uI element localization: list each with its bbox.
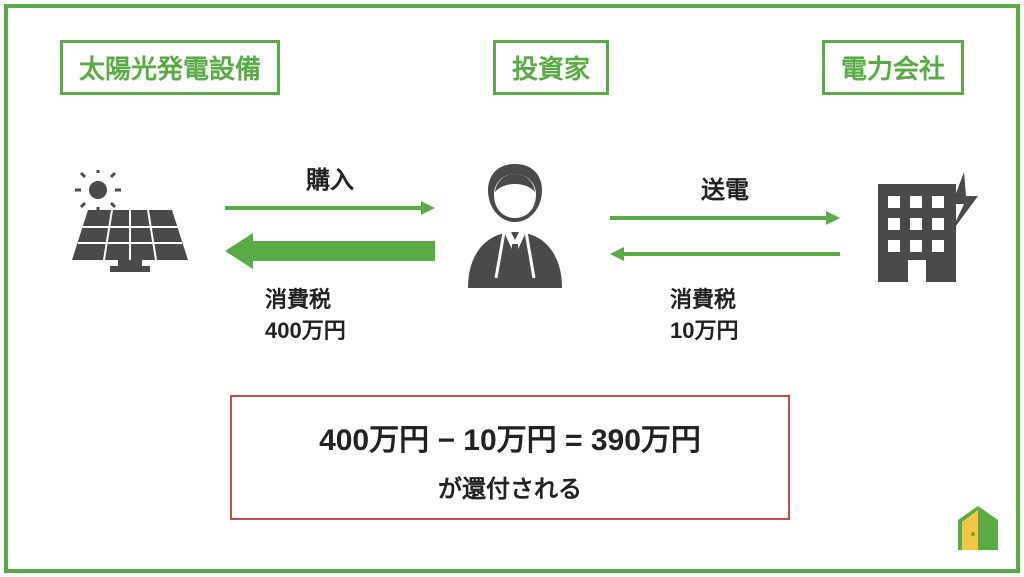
header-solar: 太陽光発電設備 — [60, 40, 280, 95]
door-logo-icon — [956, 504, 1000, 557]
solar-panel-icon — [70, 170, 190, 285]
result-equation: 400万円 − 10万円 = 390万円 — [242, 415, 778, 459]
arrow-group-purchase: 購入 — [225, 160, 435, 269]
arrow-label-purchase: 購入 — [306, 160, 354, 195]
tax-label-right: 消費税 10万円 — [670, 285, 738, 347]
tax-right-line2: 10万円 — [670, 316, 738, 347]
tax-left-line1: 消費税 — [265, 285, 346, 316]
arrow-purchase-right — [225, 201, 435, 215]
header-investor: 投資家 — [493, 40, 609, 95]
result-box: 400万円 − 10万円 = 390万円 が還付される — [230, 395, 790, 520]
header-company: 電力会社 — [822, 40, 964, 95]
arrow-transmit-right — [610, 211, 840, 225]
building-bolt-icon — [870, 170, 980, 295]
header-row: 太陽光発電設備 投資家 電力会社 — [0, 40, 1024, 95]
tax-right-line1: 消費税 — [670, 285, 738, 316]
tax-left-line2: 400万円 — [265, 316, 346, 347]
tax-label-left: 消費税 400万円 — [265, 285, 346, 347]
result-caption: が還付される — [242, 469, 778, 504]
arrow-tax-right — [610, 247, 840, 261]
arrow-tax-left — [225, 233, 435, 269]
businessman-icon — [460, 160, 570, 295]
arrow-group-transmit: 送電 — [610, 170, 840, 261]
arrow-label-transmit: 送電 — [701, 170, 749, 205]
icons-row — [0, 150, 1024, 350]
